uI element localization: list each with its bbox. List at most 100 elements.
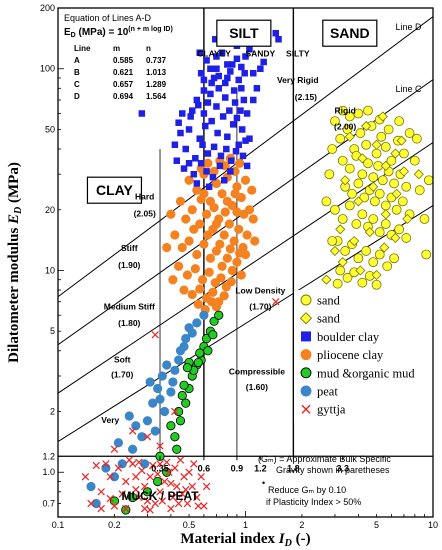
point-gyttja (140, 504, 149, 513)
point-boulder-clay (214, 129, 221, 137)
point-pliocene-clay (215, 239, 225, 249)
point-peat (113, 438, 124, 448)
point-boulder-clay (210, 74, 218, 82)
point-boulder-clay (203, 57, 210, 64)
point-boulder-clay (193, 180, 201, 187)
point-boulder-clay (239, 152, 247, 160)
point-boulder-clay (250, 69, 257, 77)
point-pliocene-clay (179, 285, 189, 295)
point-pliocene-clay (205, 253, 216, 263)
point-peat (166, 387, 176, 397)
y-tick-label: 2 (50, 407, 55, 417)
point-gyttja (118, 490, 126, 498)
point-peat (131, 421, 141, 431)
point-sand-circle (351, 219, 362, 229)
point-mud (170, 432, 180, 442)
annotation: (1.90) (118, 260, 140, 270)
point-gyttja (97, 488, 105, 496)
point-sand-circle (368, 257, 379, 268)
point-gyttja (160, 477, 169, 486)
point-boulder-clay (257, 65, 264, 72)
point-boulder-clay (227, 68, 234, 75)
point-gyttja (190, 460, 198, 468)
point-peat (159, 406, 170, 417)
annotation: Low Density (235, 285, 285, 295)
point-boulder-clay (228, 157, 235, 164)
annotation: Very (101, 415, 119, 425)
x-tick-label: 0.2 (108, 520, 121, 530)
point-boulder-clay (226, 107, 233, 114)
point-sand-circle (419, 214, 430, 224)
x-tick-label: 2 (299, 520, 304, 530)
annotation: (1.60) (246, 382, 268, 392)
region-label-sand: SAND (330, 25, 370, 41)
point-gyttja (194, 502, 203, 510)
point-sand-circle (361, 139, 372, 150)
equation-formula-part: D (71, 32, 76, 39)
legend-label: boulder clay (317, 330, 380, 344)
point-boulder-clay (224, 133, 231, 141)
point-gyttja (169, 493, 177, 502)
point-gyttja (146, 506, 154, 514)
point-pliocene-clay (189, 224, 199, 234)
point-boulder-clay (200, 87, 208, 94)
point-gyttja (171, 464, 179, 472)
point-sand-circle (370, 196, 380, 207)
point-sand-circle (374, 249, 385, 260)
point-gyttja (193, 493, 201, 502)
point-sand-diamond (371, 139, 382, 150)
point-boulder-clay (237, 107, 244, 114)
point-sand-diamond (349, 235, 360, 247)
point-pliocene-clay (250, 236, 260, 246)
line-label-c: Line C (395, 84, 422, 94)
point-sand-circle (344, 163, 355, 174)
point-boulder-clay (224, 74, 231, 82)
point-gyttja (188, 482, 196, 491)
point-pliocene-clay (187, 205, 197, 215)
point-sand-diamond (380, 160, 391, 171)
point-gyttja (132, 473, 140, 481)
point-sand-circle (353, 108, 364, 119)
annotation: Rigid (335, 105, 356, 115)
point-boulder-clay (204, 150, 212, 157)
point-boulder-clay (207, 65, 214, 72)
inner-tick-label: 1.8 (287, 463, 300, 473)
point-sand-diamond (402, 213, 413, 225)
point-boulder-clay (235, 141, 242, 148)
equation-formula-part: (n + m log ID) (128, 26, 173, 33)
point-pliocene-clay (181, 214, 191, 224)
point-boulder-clay (222, 94, 229, 101)
point-boulder-clay (243, 162, 251, 170)
point-gyttja (102, 460, 110, 468)
equation-formula: ED (MPa) = 10(n + m log ID) (64, 26, 173, 39)
point-pliocene-clay (201, 209, 212, 219)
y-tick-label: 5 (50, 326, 55, 336)
point-sand-circle (371, 148, 382, 159)
y-tick-label: 50 (45, 124, 55, 134)
annotation: Compressible (229, 367, 285, 377)
point-mud (172, 444, 182, 454)
point-peat (148, 398, 158, 408)
point-boulder-clay (208, 79, 215, 87)
legend-label: mud &organic mud (317, 366, 415, 380)
point-pliocene-clay (162, 242, 172, 253)
point-pliocene-clay (234, 248, 245, 258)
point-mud (182, 363, 193, 373)
x-axis-title-part: (-) (292, 531, 311, 547)
point-mud (177, 390, 187, 401)
point-boulder-clay (138, 110, 146, 117)
point-boulder-clay (227, 168, 234, 175)
point-peat (145, 377, 155, 387)
point-gyttja (167, 479, 175, 488)
point-pliocene-clay (234, 158, 245, 168)
point-sand-diamond (361, 120, 372, 132)
x-tick-label: 1 (243, 520, 248, 530)
region-box-silt (216, 19, 272, 47)
point-pliocene-clay (208, 287, 218, 297)
point-sand-circle (361, 246, 372, 256)
y-axis-title-part: Dilatometer modulus (6, 224, 22, 363)
point-boulder-clay (205, 183, 213, 191)
point-gyttja (125, 456, 134, 464)
point-gyttja (200, 502, 208, 510)
point-boulder-clay (224, 61, 231, 68)
